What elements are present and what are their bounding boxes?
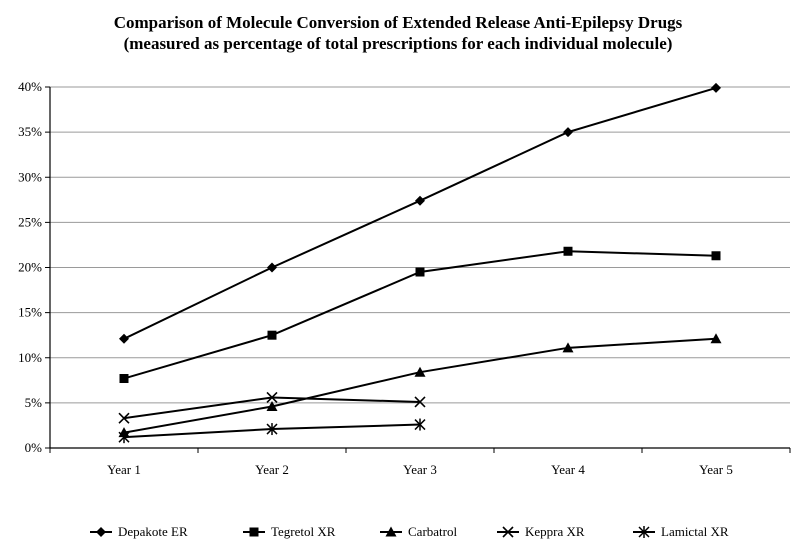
data-point-depakote-er — [119, 333, 129, 344]
chart-title: Comparison of Molecule Conversion of Ext… — [113, 13, 683, 32]
data-point-depakote-er — [415, 195, 425, 206]
legend-label: Keppra XR — [525, 524, 585, 539]
chart-subtitle: (measured as percentage of total prescri… — [123, 34, 673, 53]
x-tick-label: Year 5 — [699, 462, 733, 477]
legend-label: Lamictal XR — [661, 524, 729, 539]
data-point-carbatrol — [710, 333, 722, 344]
y-tick-label: 10% — [18, 350, 42, 365]
series-markers — [118, 82, 722, 444]
x-tick-label: Year 4 — [551, 462, 585, 477]
legend-item-lamictal-xr: Lamictal XR — [633, 524, 729, 539]
data-point-depakote-er — [711, 82, 721, 93]
y-tick-label: 0% — [25, 440, 43, 455]
data-point-lamictal-xr — [266, 423, 278, 436]
y-axis-tick-labels: 0% 5% 10% 15% 20% 25% 30% 35% 40% — [18, 79, 42, 455]
y-tick-label: 5% — [25, 395, 43, 410]
data-point-tegretol-xr — [563, 246, 573, 256]
legend-marker — [249, 527, 259, 537]
data-point-keppra-xr — [414, 396, 426, 408]
data-point-carbatrol — [266, 400, 278, 411]
y-tick-label: 40% — [18, 79, 42, 94]
legend: Depakote ER Tegretol XR Carbatrol Keppra XR… — [90, 524, 729, 539]
y-tick-label: 15% — [18, 305, 42, 320]
x-axis-tick-labels: Year 1 Year 2 Year 3 Year 4 Year 5 — [107, 462, 733, 477]
x-tick-label: Year 3 — [403, 462, 437, 477]
data-point-carbatrol — [414, 366, 426, 377]
y-tick-label: 30% — [18, 169, 42, 184]
x-tick-label: Year 2 — [255, 462, 289, 477]
legend-marker — [385, 526, 397, 537]
data-point-tegretol-xr — [711, 251, 721, 261]
data-point-lamictal-xr — [414, 418, 426, 431]
legend-item-depakote-er: Depakote ER — [90, 524, 188, 539]
legend-item-keppra-xr: Keppra XR — [497, 524, 585, 539]
gridlines — [50, 86, 790, 404]
legend-marker — [502, 526, 514, 538]
series-line-depakote-er — [123, 86, 717, 340]
axes — [45, 86, 791, 453]
data-point-keppra-xr — [266, 391, 278, 404]
y-tick-label: 25% — [18, 214, 42, 229]
data-point-lamictal-xr — [118, 431, 130, 444]
data-point-depakote-er — [563, 127, 573, 138]
legend-marker — [96, 527, 106, 537]
x-tick-label: Year 1 — [107, 462, 141, 477]
data-point-tegretol-xr — [415, 267, 425, 277]
legend-item-carbatrol: Carbatrol — [380, 524, 457, 539]
data-point-tegretol-xr — [267, 330, 277, 340]
series-lines — [123, 86, 717, 439]
legend-label: Tegretol XR — [271, 524, 336, 539]
y-tick-label: 20% — [18, 260, 42, 275]
y-tick-label: 35% — [18, 124, 42, 139]
data-point-carbatrol — [562, 342, 574, 353]
data-point-keppra-xr — [118, 412, 130, 424]
legend-label: Carbatrol — [408, 524, 457, 539]
legend-label: Depakote ER — [118, 524, 188, 539]
data-point-tegretol-xr — [119, 374, 129, 384]
legend-item-tegretol-xr: Tegretol XR — [243, 524, 336, 539]
legend-marker — [638, 526, 650, 538]
data-point-depakote-er — [267, 262, 277, 273]
